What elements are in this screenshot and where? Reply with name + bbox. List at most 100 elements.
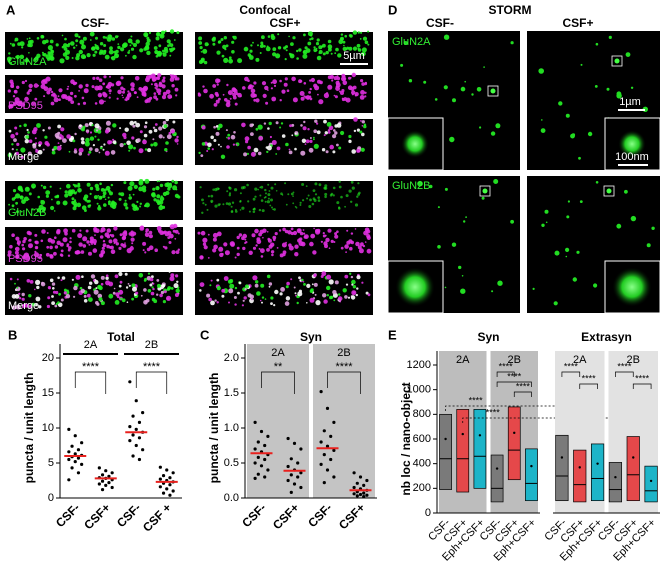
- puncta: [338, 293, 341, 296]
- puncta: [97, 88, 100, 90]
- puncta: [202, 242, 207, 246]
- puncta: [94, 135, 97, 138]
- puncta: [97, 293, 103, 299]
- puncta: [103, 49, 107, 53]
- puncta: [177, 248, 180, 251]
- puncta: [275, 153, 278, 155]
- micrograph: [5, 119, 183, 165]
- puncta: [154, 123, 158, 126]
- puncta: [343, 97, 348, 101]
- puncta: [288, 150, 293, 155]
- puncta: [321, 271, 327, 277]
- puncta: [275, 53, 281, 59]
- puncta: [26, 91, 30, 95]
- channel-label: GluN2A: [8, 56, 47, 68]
- puncta: [299, 237, 303, 241]
- puncta: [295, 294, 297, 297]
- localization: [471, 93, 474, 96]
- puncta: [361, 120, 365, 124]
- puncta: [95, 187, 100, 191]
- puncta: [308, 147, 314, 153]
- puncta: [14, 250, 19, 255]
- data-point: [362, 491, 366, 495]
- puncta: [222, 44, 227, 50]
- puncta: [119, 127, 122, 130]
- puncta: [102, 240, 106, 243]
- puncta: [134, 76, 140, 81]
- puncta: [124, 199, 127, 202]
- puncta: [117, 290, 120, 293]
- puncta: [114, 274, 119, 279]
- puncta: [290, 192, 294, 196]
- puncta: [344, 34, 348, 38]
- puncta: [329, 295, 333, 300]
- puncta: [74, 33, 79, 38]
- puncta: [344, 295, 348, 299]
- puncta: [313, 143, 319, 149]
- localization: [565, 247, 570, 252]
- puncta: [51, 295, 54, 298]
- range-bar: [456, 409, 470, 493]
- puncta: [353, 117, 358, 122]
- data-point: [296, 475, 300, 479]
- puncta: [265, 101, 269, 105]
- column-label: CSF+: [269, 16, 300, 30]
- puncta: [133, 43, 137, 47]
- puncta: [290, 227, 294, 231]
- puncta: [316, 122, 319, 125]
- puncta: [81, 96, 85, 100]
- puncta: [251, 233, 256, 238]
- localization: [423, 80, 427, 84]
- puncta: [23, 123, 27, 127]
- localization: [580, 63, 583, 66]
- x-tick-label: CSF +: [140, 500, 174, 534]
- micrograph: [195, 75, 373, 113]
- puncta: [94, 234, 96, 237]
- puncta: [112, 138, 115, 141]
- puncta: [156, 88, 162, 94]
- puncta: [53, 210, 56, 212]
- puncta: [89, 192, 92, 195]
- puncta: [253, 98, 257, 102]
- puncta: [216, 278, 220, 282]
- data-point: [322, 453, 326, 457]
- puncta: [294, 147, 297, 151]
- puncta: [340, 130, 345, 136]
- puncta: [325, 50, 329, 55]
- puncta: [259, 299, 262, 302]
- puncta: [35, 142, 38, 145]
- puncta: [359, 38, 362, 40]
- panel-letter: B: [8, 327, 17, 342]
- puncta: [105, 85, 109, 89]
- puncta: [85, 229, 89, 233]
- puncta: [121, 43, 127, 49]
- puncta: [232, 95, 237, 100]
- puncta: [107, 81, 113, 87]
- chart-title: Syn: [300, 330, 322, 344]
- puncta: [86, 240, 90, 244]
- micrographs: [5, 29, 661, 315]
- scale-bar-label: 1µm: [619, 96, 641, 108]
- puncta: [57, 142, 60, 145]
- puncta: [32, 102, 36, 106]
- puncta: [129, 181, 135, 187]
- puncta: [214, 91, 219, 96]
- puncta: [117, 43, 120, 45]
- puncta: [348, 189, 352, 193]
- puncta: [327, 131, 331, 134]
- puncta: [142, 241, 147, 246]
- puncta: [152, 287, 155, 291]
- puncta: [334, 131, 338, 135]
- puncta: [123, 230, 128, 235]
- puncta: [324, 131, 328, 135]
- puncta: [113, 287, 116, 290]
- data-point: [128, 439, 132, 443]
- puncta: [14, 246, 20, 252]
- puncta: [230, 134, 236, 140]
- puncta: [128, 149, 131, 152]
- puncta: [330, 52, 333, 55]
- puncta: [12, 95, 16, 98]
- puncta: [292, 195, 294, 197]
- puncta: [109, 75, 111, 78]
- data-point: [358, 475, 363, 479]
